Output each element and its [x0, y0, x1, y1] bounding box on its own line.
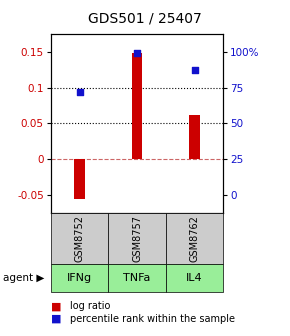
Text: ■: ■	[51, 301, 61, 311]
Text: IFNg: IFNg	[67, 273, 92, 283]
Text: GSM8752: GSM8752	[75, 215, 84, 262]
Point	[77, 89, 82, 94]
Text: GDS501 / 25407: GDS501 / 25407	[88, 12, 202, 26]
Text: log ratio: log ratio	[70, 301, 110, 311]
Bar	[74, 160, 85, 199]
Point	[192, 68, 197, 73]
Text: GSM8762: GSM8762	[190, 215, 200, 262]
Text: IL4: IL4	[186, 273, 203, 283]
Text: TNFa: TNFa	[123, 273, 151, 283]
Point	[135, 50, 139, 56]
Bar	[189, 115, 200, 160]
Text: agent ▶: agent ▶	[3, 273, 44, 283]
Text: ■: ■	[51, 313, 61, 324]
Text: GSM8757: GSM8757	[132, 215, 142, 262]
Text: percentile rank within the sample: percentile rank within the sample	[70, 313, 235, 324]
Bar	[132, 53, 142, 160]
